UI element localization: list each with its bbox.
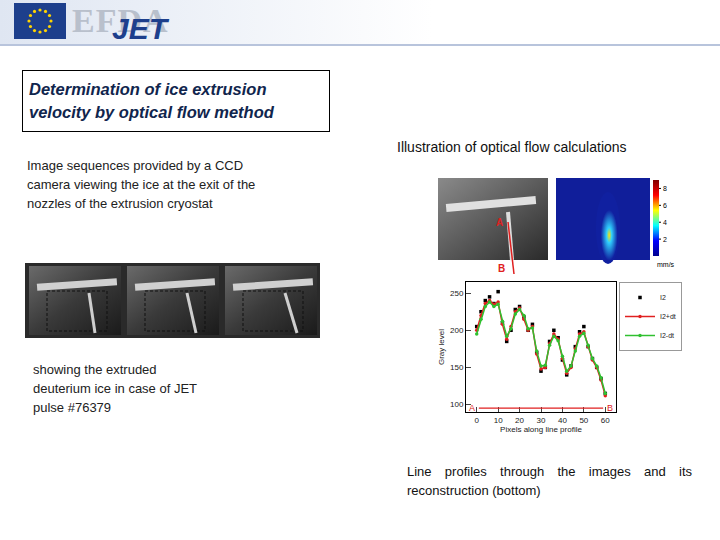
svg-text:60: 60	[601, 416, 610, 425]
svg-text:B: B	[607, 403, 613, 413]
html-text:Determination of ice extrusion: Determination of ice extrusion velocity …	[29, 80, 274, 121]
svg-text:I2+dt: I2+dt	[660, 313, 676, 320]
svg-text:8: 8	[663, 185, 667, 192]
svg-text:10: 10	[494, 416, 503, 425]
svg-text:A: A	[496, 217, 503, 228]
svg-text:30: 30	[537, 416, 546, 425]
svg-text:100: 100	[450, 400, 464, 409]
svg-text:I2-dt: I2-dt	[660, 332, 674, 339]
svg-text:A: A	[469, 403, 475, 413]
html-text:Image sequences provided by a: Image sequences provided by a CCD camera…	[27, 158, 256, 211]
svg-text:40: 40	[558, 416, 567, 425]
html-text:showing the extruded deuterium: showing the extruded deuterium ice in ca…	[33, 362, 197, 415]
svg-text:I2: I2	[660, 294, 666, 301]
svg-text:2: 2	[663, 236, 667, 243]
svg-text:0: 0	[474, 416, 479, 425]
html-text:Line profiles through the imag: Line profiles through the images and its…	[407, 464, 692, 498]
svg-text:50: 50	[579, 416, 588, 425]
svg-text:4: 4	[663, 219, 667, 226]
html-text:Illustration of optical flow c: Illustration of optical flow calculation…	[397, 139, 627, 155]
svg-text:200: 200	[450, 326, 464, 335]
svg-text:Gray level: Gray level	[437, 329, 446, 365]
svg-text:150: 150	[450, 363, 464, 372]
svg-text:Pixels along line profile: Pixels along line profile	[500, 425, 582, 434]
svg-text:250: 250	[450, 289, 464, 298]
html-text:EFDA: EFDA	[72, 2, 169, 39]
svg-text:mm/s: mm/s	[657, 261, 675, 268]
html-text:JET: JET	[112, 12, 167, 45]
svg-text:6: 6	[663, 202, 667, 209]
svg-text:20: 20	[515, 416, 524, 425]
svg-text:B: B	[498, 263, 505, 274]
